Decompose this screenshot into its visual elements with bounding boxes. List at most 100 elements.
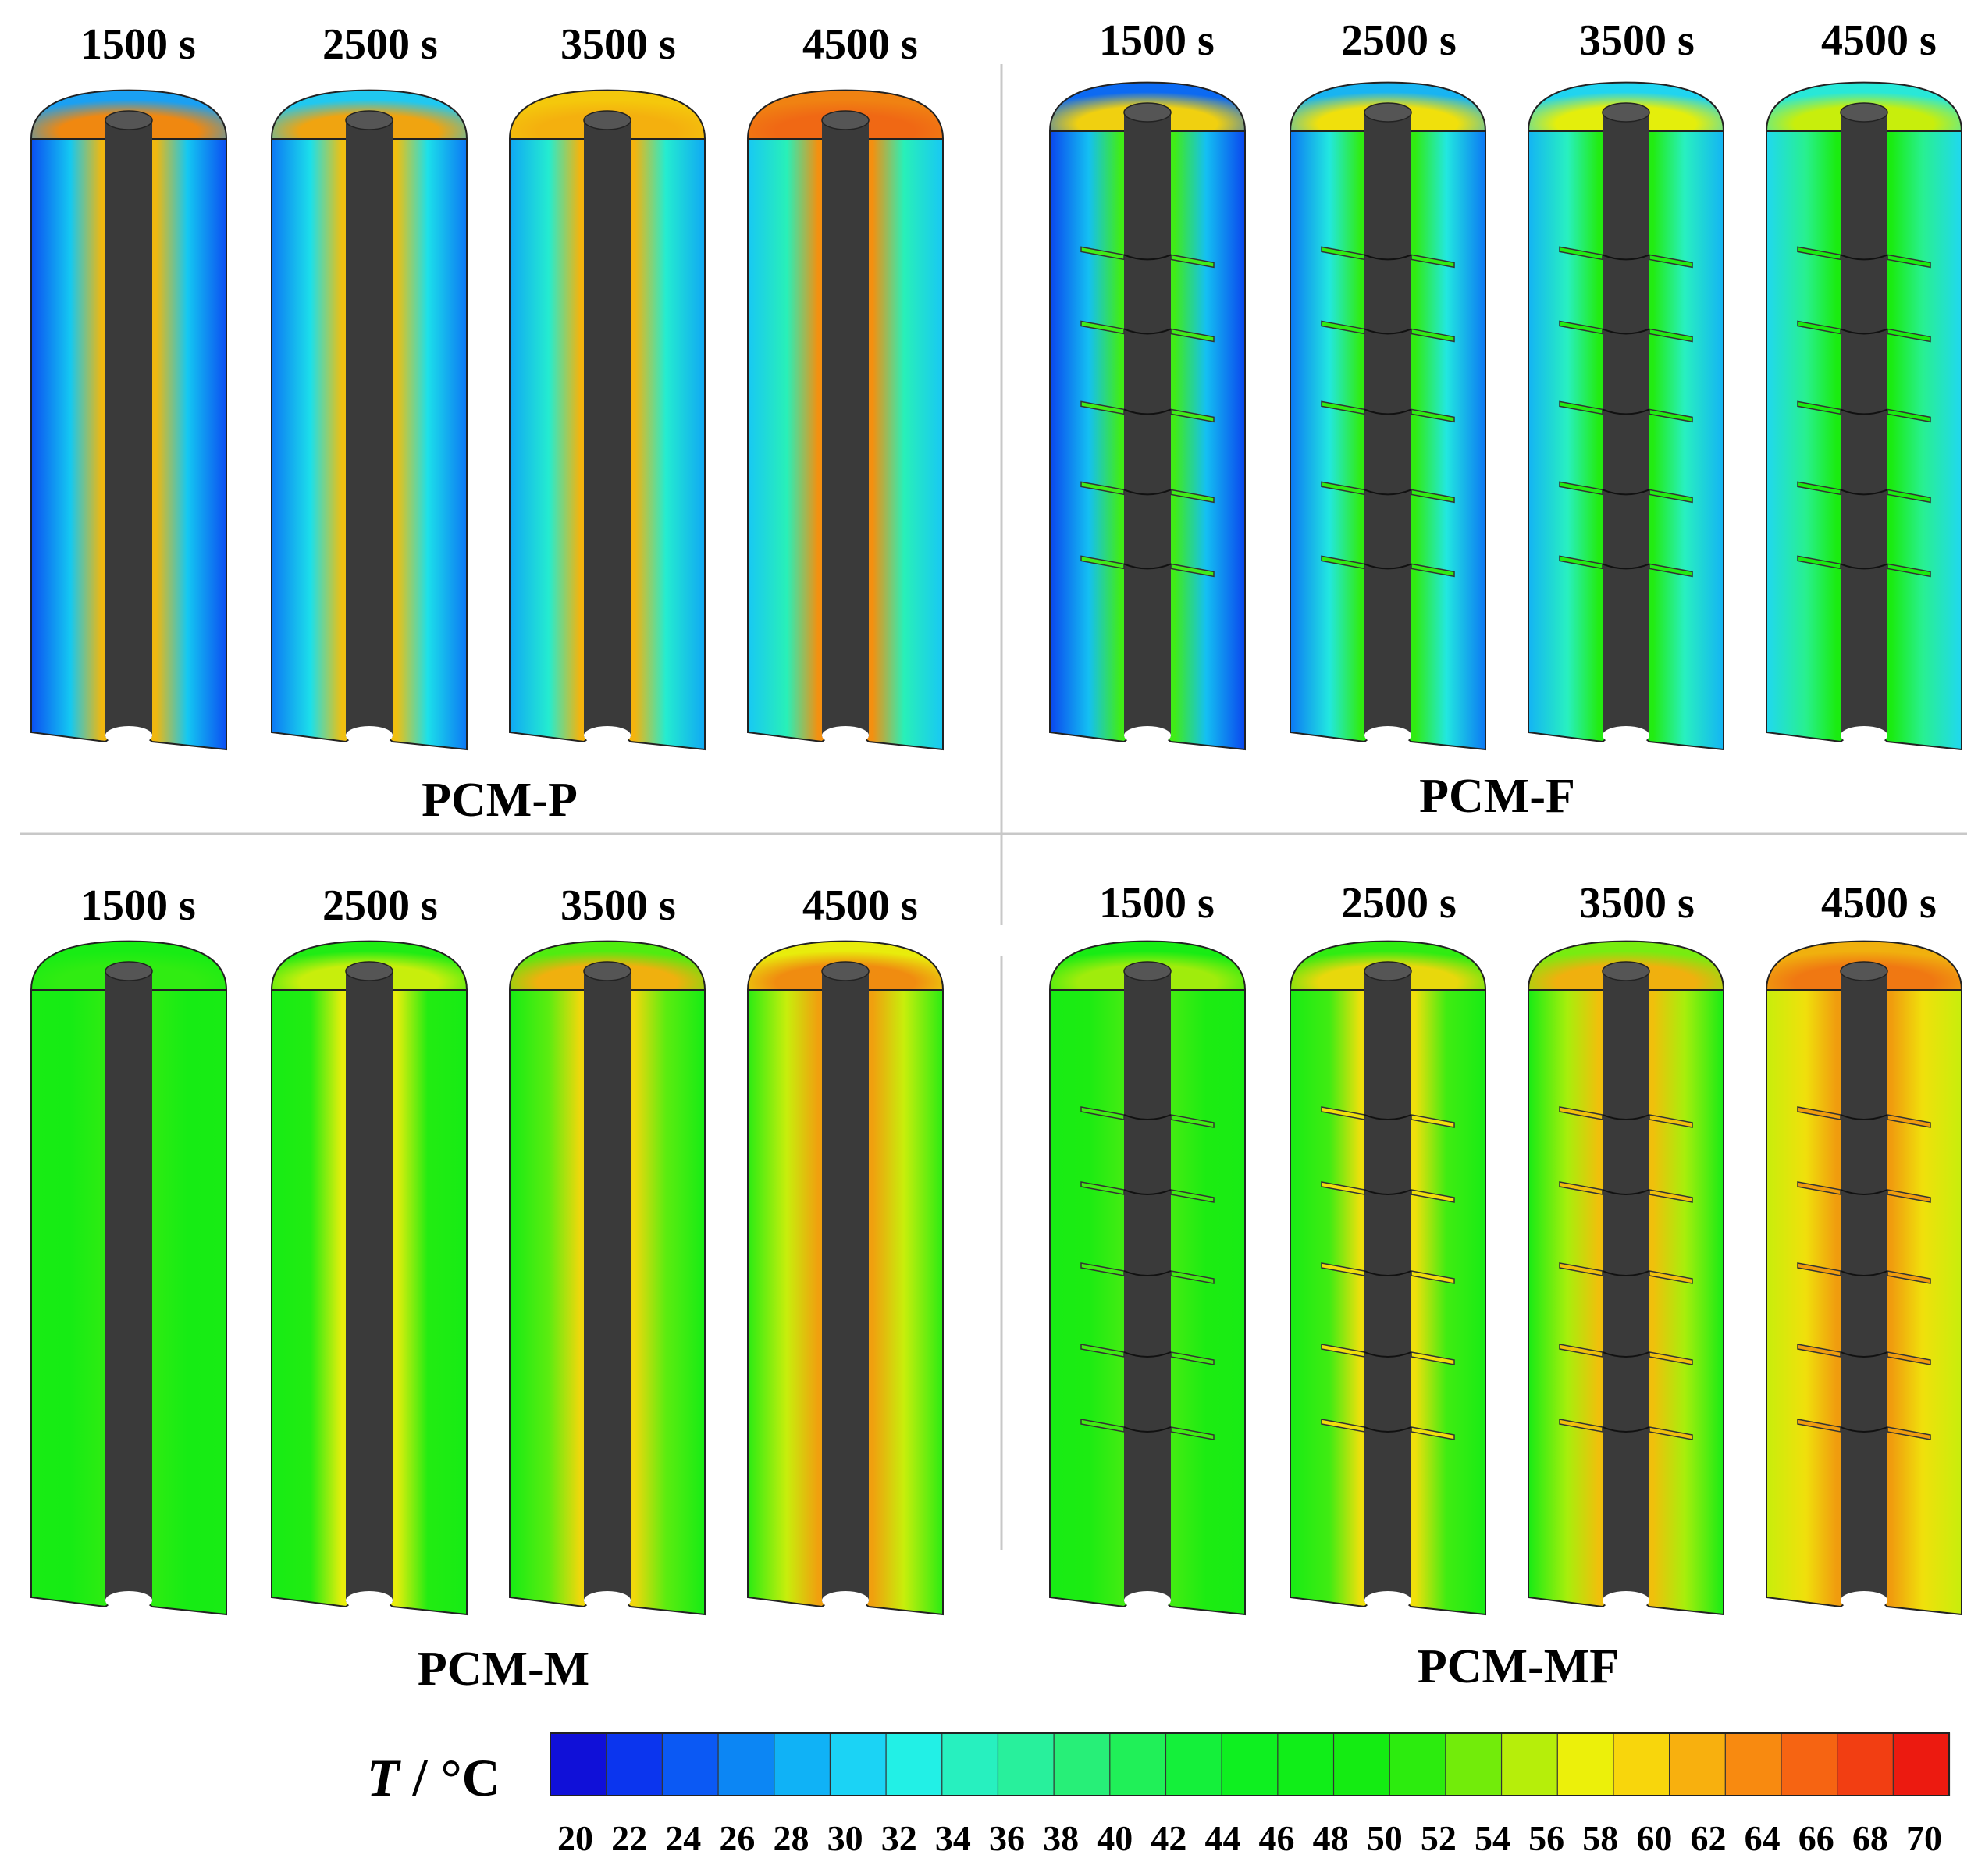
rod-bottom-cut xyxy=(346,1591,393,1610)
colorbar-tick-label: 44 xyxy=(1204,1818,1240,1858)
rod-top xyxy=(345,961,393,981)
rod-bottom-cut xyxy=(1124,726,1171,745)
rod-top xyxy=(1364,102,1412,123)
fin xyxy=(1797,1344,1931,1365)
time-label: 3500 s xyxy=(560,881,676,930)
colorbar-tick-label: 52 xyxy=(1421,1818,1457,1858)
colorbar-tick-label: 60 xyxy=(1636,1818,1672,1858)
cylinder-section xyxy=(1527,81,1725,751)
fin xyxy=(1321,555,1455,578)
fin xyxy=(1321,1344,1455,1365)
heat-pipe-rod xyxy=(1603,112,1649,737)
rod-top xyxy=(1123,102,1172,123)
colorbar-tick-label: 64 xyxy=(1745,1818,1781,1858)
time-label: 2500 s xyxy=(322,20,438,69)
fin xyxy=(1559,1344,1693,1365)
cylinder-section xyxy=(1289,81,1487,751)
colorbar-tick-label: 70 xyxy=(1906,1818,1942,1858)
heat-pipe-rod xyxy=(584,120,631,737)
panel-label: PCM-M xyxy=(418,1643,589,1696)
time-label: 4500 s xyxy=(1821,879,1937,927)
fin xyxy=(1559,320,1693,343)
fin xyxy=(1080,1262,1215,1284)
heat-pipe-rod xyxy=(822,971,869,1602)
colorbar-cell xyxy=(606,1732,663,1796)
colorbar-tick-label: 22 xyxy=(611,1818,647,1858)
colorbar-cell xyxy=(997,1732,1055,1796)
fin xyxy=(1559,555,1693,578)
fin xyxy=(1559,246,1693,269)
colorbar-tick-label: 62 xyxy=(1691,1818,1727,1858)
fin xyxy=(1559,1419,1693,1440)
colorbar-tick-label: 58 xyxy=(1582,1818,1618,1858)
colorbar-cell xyxy=(1724,1732,1783,1796)
time-label: 4500 s xyxy=(802,881,918,930)
heat-pipe-rod xyxy=(105,971,152,1602)
time-label: 1500 s xyxy=(80,881,196,930)
colorbar-cell xyxy=(1613,1732,1670,1796)
cylinder-section xyxy=(1765,940,1963,1616)
fin xyxy=(1080,400,1215,423)
fin xyxy=(1080,1181,1215,1203)
colorbar-tick-label: 20 xyxy=(557,1818,593,1858)
rod-bottom-cut xyxy=(584,726,631,745)
time-label: 3500 s xyxy=(560,20,676,69)
colorbar-cell xyxy=(1165,1732,1223,1796)
fin xyxy=(1559,1181,1693,1203)
cylinder-section xyxy=(1289,940,1487,1616)
rod-bottom-cut xyxy=(584,1591,631,1610)
colorbar-cell xyxy=(885,1732,943,1796)
heat-pipe-rod xyxy=(1124,112,1171,737)
colorbar-cell xyxy=(1500,1732,1559,1796)
fin xyxy=(1559,1262,1693,1284)
fin xyxy=(1797,481,1931,504)
colorbar-cell xyxy=(1892,1732,1951,1796)
rod-bottom-cut xyxy=(822,726,869,745)
cylinder-section xyxy=(30,89,228,751)
fin xyxy=(1080,481,1215,504)
colorbar-tick-label: 46 xyxy=(1259,1818,1295,1858)
rod-top xyxy=(1840,961,1888,981)
rod-bottom-cut xyxy=(1364,1591,1411,1610)
colorbar-cell xyxy=(661,1732,720,1796)
heat-pipe-rod xyxy=(1841,112,1887,737)
colorbar-tick-label: 38 xyxy=(1043,1818,1079,1858)
heat-pipe-rod xyxy=(1841,971,1887,1602)
cylinder-section xyxy=(270,940,468,1616)
colorbar: T / °C 20 22 24 26 28 30 32 34 36 38 40 42 44 46 48 50 5… xyxy=(367,1732,1951,1858)
colorbar-cell xyxy=(550,1732,607,1796)
colorbar-cell xyxy=(1556,1732,1615,1796)
heat-pipe-rod xyxy=(105,120,152,737)
time-label: 3500 s xyxy=(1579,879,1695,927)
cylinder-section xyxy=(1048,81,1247,751)
fin xyxy=(1797,1262,1931,1284)
cylinder-section xyxy=(30,940,228,1616)
panel-label: PCM-MF xyxy=(1418,1640,1619,1693)
cylinder-section xyxy=(508,940,706,1616)
fin xyxy=(1080,246,1215,269)
colorbar-cell xyxy=(1445,1732,1503,1796)
rod-top xyxy=(1602,102,1650,123)
time-label: 4500 s xyxy=(1821,16,1937,65)
time-label: 2500 s xyxy=(322,881,438,930)
colorbar-cell xyxy=(1109,1732,1167,1796)
rod-top xyxy=(105,110,153,130)
colorbar-cell xyxy=(1221,1732,1279,1796)
colorbar-tick-label: 66 xyxy=(1798,1818,1834,1858)
colorbar-tick-label: 54 xyxy=(1475,1818,1510,1858)
rod-top xyxy=(821,961,870,981)
heat-pipe-rod xyxy=(584,971,631,1602)
colorbar-tick-label: 50 xyxy=(1367,1818,1403,1858)
rod-top xyxy=(1602,961,1650,981)
time-label: 1500 s xyxy=(1099,879,1215,927)
fin xyxy=(1559,1106,1693,1128)
panel-dividers xyxy=(20,64,1967,1550)
fin xyxy=(1797,1181,1931,1203)
heat-pipe-rod xyxy=(346,971,393,1602)
fin xyxy=(1080,555,1215,578)
heat-pipe-rod xyxy=(1364,971,1411,1602)
rod-top xyxy=(1364,961,1412,981)
time-label: 1500 s xyxy=(1099,16,1215,65)
fin xyxy=(1321,400,1455,423)
fin xyxy=(1797,246,1931,269)
